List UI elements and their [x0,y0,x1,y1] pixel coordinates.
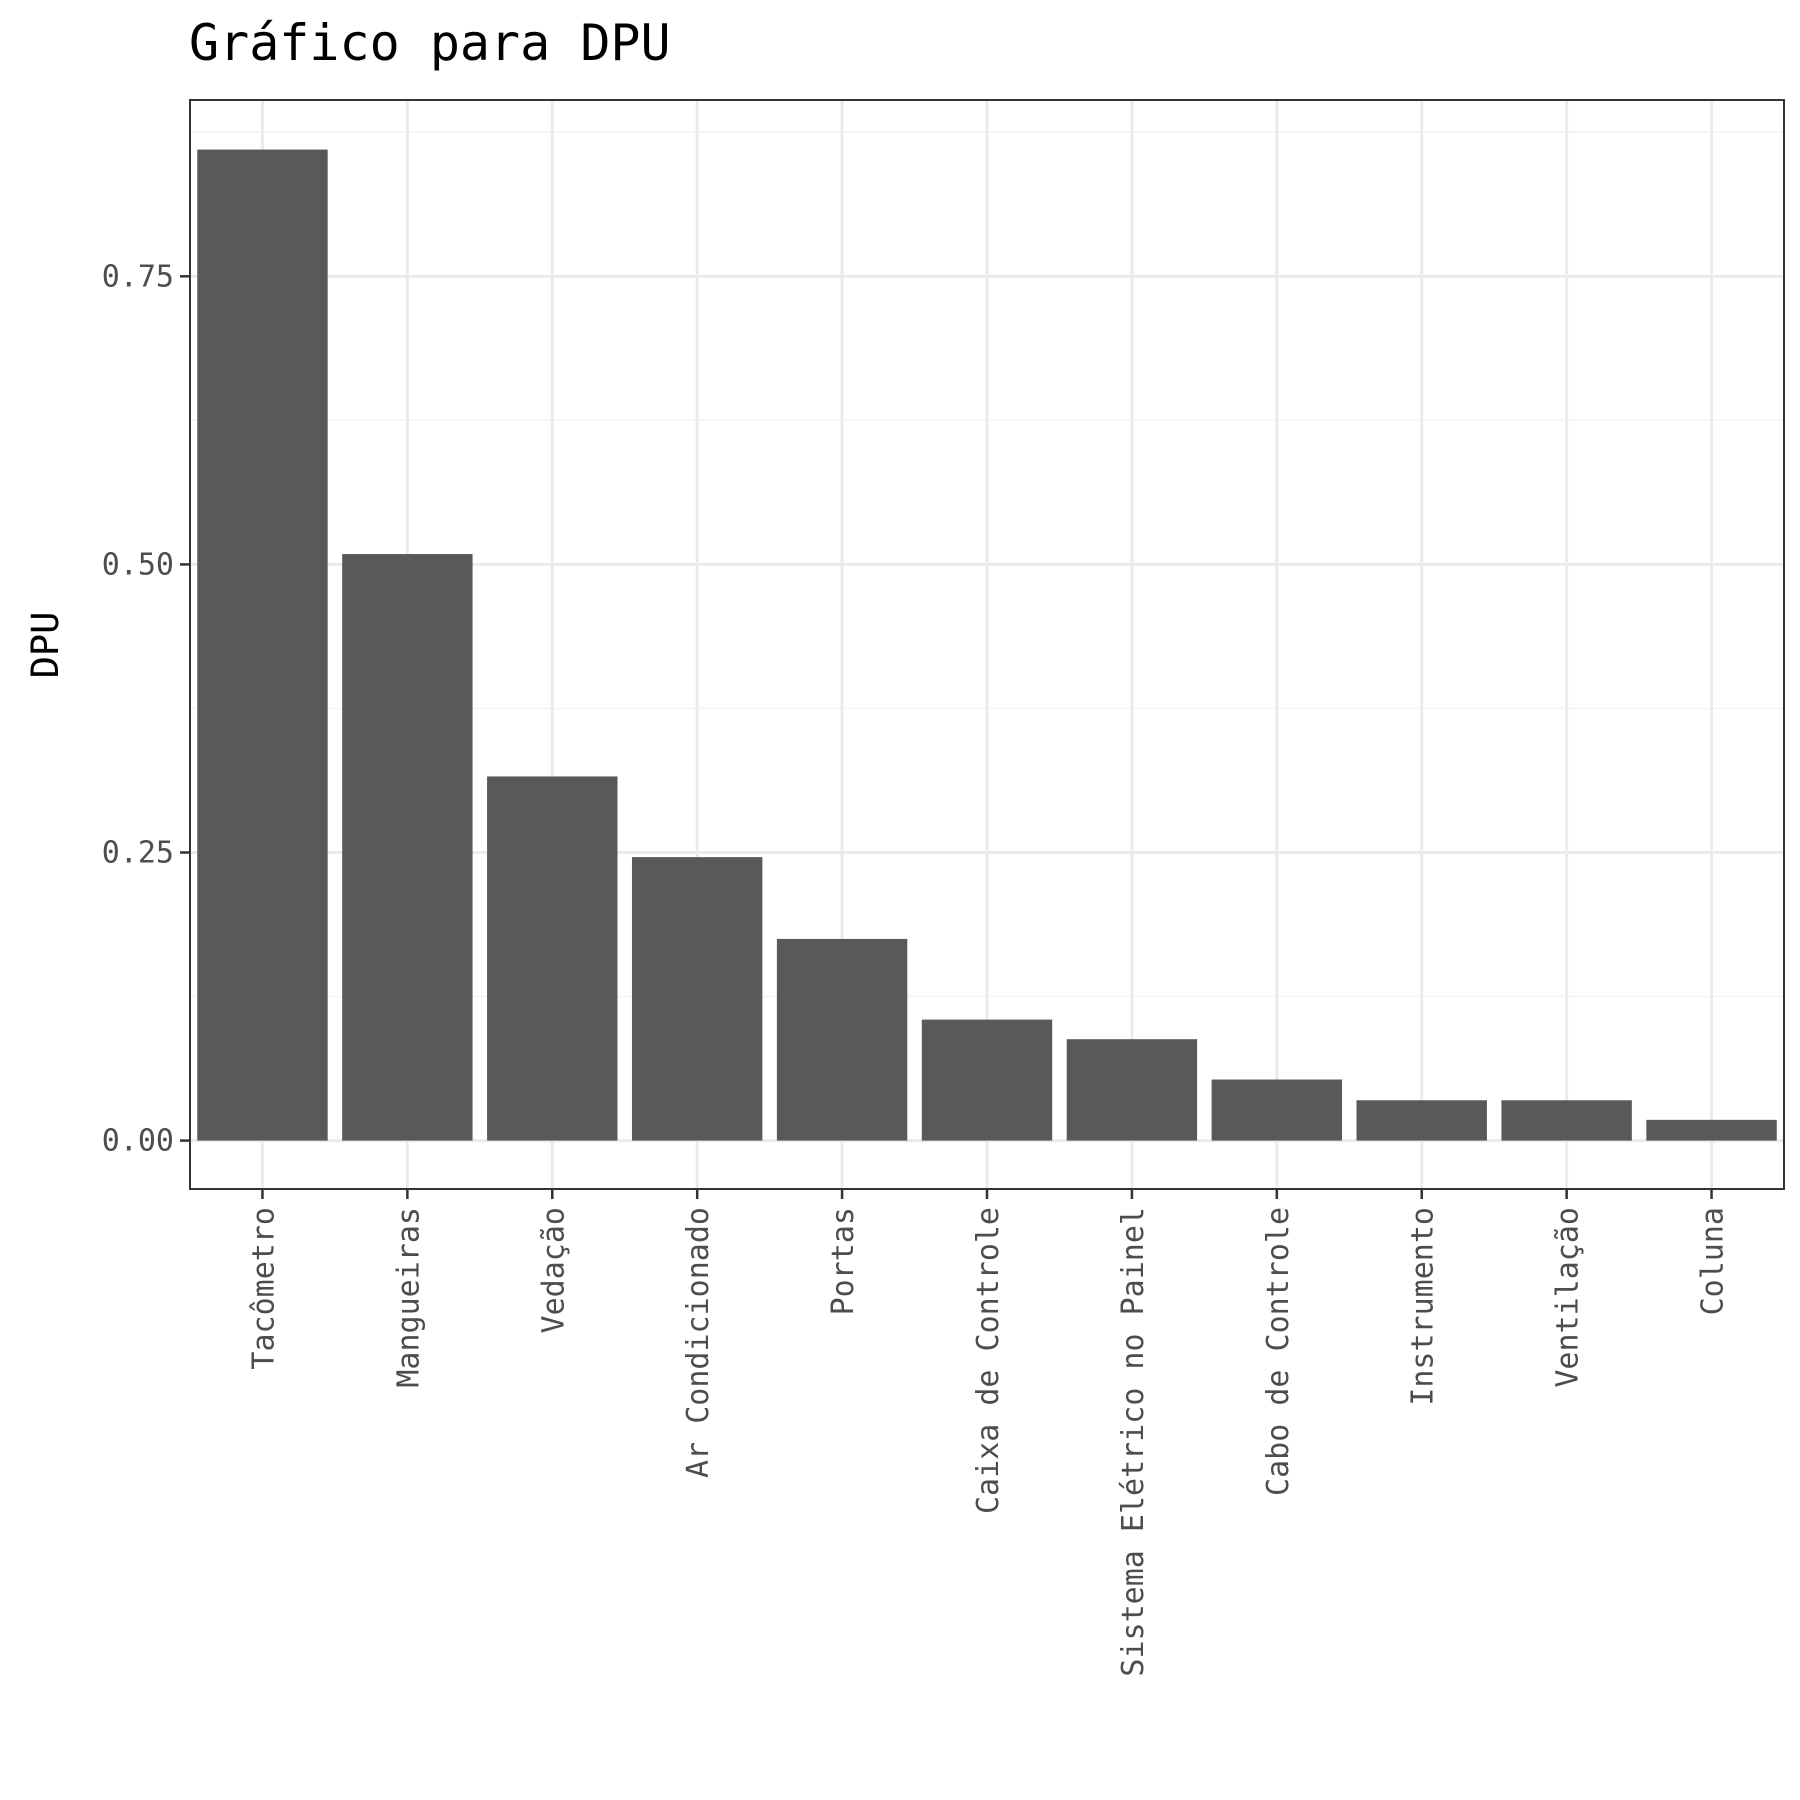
x-tick-label-1: Mangueiras [391,1207,426,1388]
x-tick-label-7: Cabo de Controle [1261,1207,1296,1496]
bar-0 [197,149,328,1141]
x-tick-label-5: Caixa de Controle [971,1207,1006,1514]
x-axis: Tacômetro Mangueiras Vedação Ar Condicionad… [246,1189,1731,1677]
bar-7 [1211,1079,1343,1141]
y-tick-label-0: 0.00 [102,1124,174,1159]
y-tick-label-2: 0.50 [102,547,174,582]
bar-9 [1501,1100,1632,1141]
x-tick-label-0: Tacômetro [246,1207,281,1370]
chart-title: Gráfico para DPU [189,14,671,72]
x-tick-label-8: Instrumento [1406,1207,1441,1406]
y-axis-title: DPU [24,612,67,679]
x-tick-label-3: Ar Condicionado [681,1207,716,1478]
bar-10 [1646,1119,1777,1141]
bar-6 [1066,1039,1198,1141]
x-tick-label-2: Vedação [536,1207,571,1333]
x-tick-label-9: Ventilação [1551,1207,1586,1388]
x-tick-label-6: Sistema Elétrico no Painel [1116,1207,1151,1677]
bars [197,149,1777,1141]
y-tick-label-3: 0.75 [102,259,174,294]
bar-8 [1356,1100,1487,1141]
bar-4 [776,938,908,1141]
x-tick-label-10: Coluna [1696,1207,1731,1315]
x-tick-label-4: Portas [826,1207,861,1315]
y-tick-label-1: 0.25 [102,836,174,871]
bar-1 [342,554,473,1141]
bar-5 [921,1019,1053,1141]
bar-2 [487,776,618,1141]
y-axis: 0.00 0.25 0.50 0.75 [102,259,190,1159]
bar-3 [631,857,763,1141]
